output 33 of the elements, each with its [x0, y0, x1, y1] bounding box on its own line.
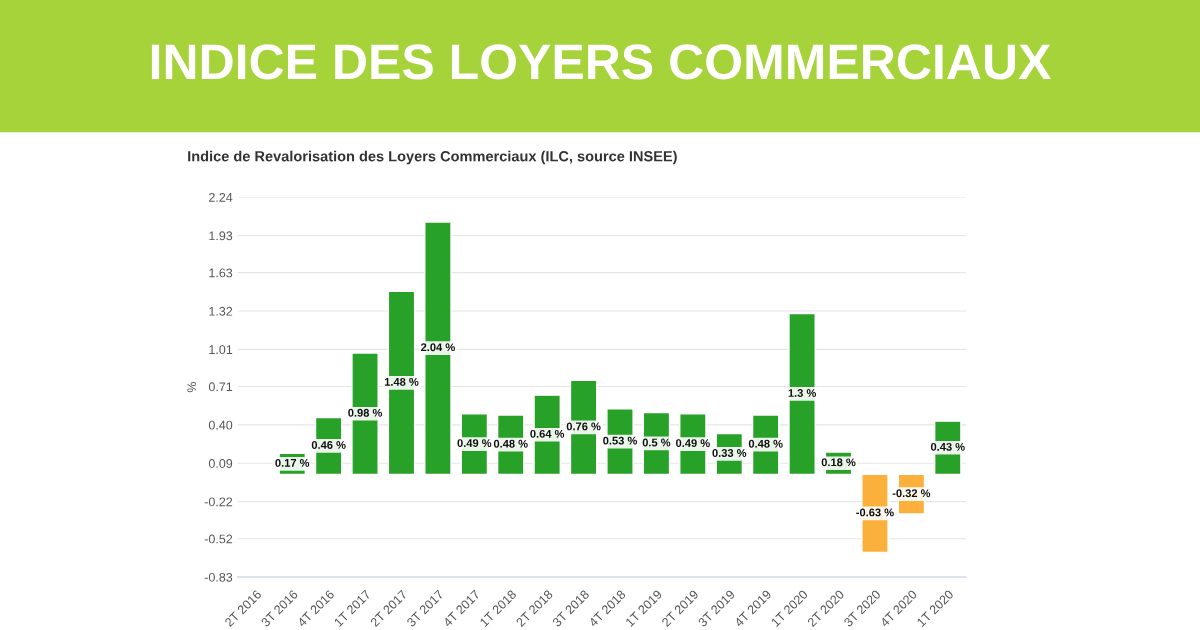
data-label: 0.33 % [712, 449, 747, 457]
data-label: -0.63 % [856, 508, 894, 517]
y-tick-label: 1.63 [209, 268, 233, 278]
data-label: 0.53 % [603, 436, 638, 445]
data-label: 0.49 % [675, 439, 710, 448]
chart-subtitle: Indice de Revalorisation des Loyers Commerciaux (ILC, source INSEE) [188, 150, 677, 165]
y-tick-label: 1.93 [209, 231, 233, 241]
data-label: 0.64 % [530, 429, 565, 438]
y-tick-label: 0.09 [208, 459, 233, 468]
y-tick-label: 0.71 [208, 382, 233, 392]
y-tick-label: 1.01 [209, 345, 233, 355]
y-tick-label: 2.24 [209, 192, 233, 202]
data-label: 0.76 % [566, 422, 601, 431]
data-label: 0.18 % [821, 458, 856, 467]
data-label: 0.48 % [493, 439, 528, 448]
y-tick-label: -0.22 [204, 497, 233, 507]
data-label: 0.98 % [348, 408, 383, 417]
chart-title: INDICE DES LOYERS COMMERCIAUX [151, 44, 1051, 80]
y-tick-label: 0.40 [208, 420, 233, 430]
data-label: 1.48 % [384, 377, 419, 386]
data-label: -0.32 % [892, 489, 931, 498]
y-tick-label: -0.83 [204, 572, 233, 582]
data-label: 0.49 % [457, 439, 492, 448]
y-tick-label: -0.52 [204, 534, 233, 544]
data-label: 2.04 % [421, 343, 455, 352]
y-axis-title: % [187, 382, 197, 393]
data-label: 0.48 % [748, 439, 783, 448]
data-label: 0.43 % [930, 442, 965, 451]
data-label: 1.3 % [788, 389, 817, 397]
data-label: 0.17 % [275, 458, 310, 467]
y-tick-label: 1.32 [209, 306, 233, 316]
data-label: 0.46 % [311, 441, 346, 449]
data-label: 0.5 % [642, 438, 671, 447]
